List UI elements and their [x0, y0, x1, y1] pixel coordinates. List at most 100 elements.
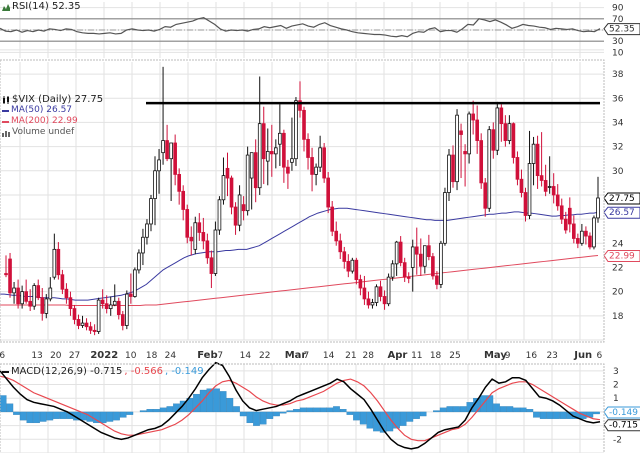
candle: [165, 140, 169, 160]
candle: [394, 241, 399, 265]
candle: [237, 194, 242, 226]
candle: [576, 238, 580, 244]
svg-text:22: 22: [259, 351, 270, 361]
candle: [527, 163, 532, 216]
svg-text:24: 24: [612, 239, 624, 249]
candle: [12, 287, 16, 294]
candle: [88, 326, 93, 331]
candle: [60, 274, 65, 290]
svg-text:2: 2: [613, 381, 619, 391]
svg-text:21: 21: [345, 351, 356, 361]
svg-text:11: 11: [411, 351, 422, 361]
candle: [350, 259, 355, 272]
candle: [551, 186, 556, 196]
candle: [418, 253, 423, 267]
rsi-icon: [2, 3, 10, 11]
candle: [447, 154, 451, 193]
candle: [269, 151, 274, 155]
svg-text:14: 14: [240, 351, 252, 361]
candle: [463, 151, 467, 155]
candle: [475, 119, 479, 141]
svg-text:36: 36: [612, 94, 624, 104]
candle: [507, 123, 512, 141]
candle: [294, 100, 298, 160]
candle: [479, 140, 484, 184]
candle: [157, 159, 161, 172]
candle: [435, 275, 439, 285]
svg-text:10: 10: [612, 48, 624, 58]
candle: [189, 236, 194, 242]
candle: [120, 314, 125, 326]
candle: [406, 276, 411, 279]
candle: [253, 152, 258, 189]
candle: [80, 322, 85, 326]
candle: [592, 217, 596, 248]
candle: [366, 298, 371, 306]
candle: [233, 206, 238, 226]
candle: [145, 223, 149, 238]
svg-text:27: 27: [69, 351, 80, 361]
candle: [261, 123, 266, 160]
candle: [547, 186, 552, 188]
candle: [354, 259, 359, 280]
volume-icon: [2, 130, 10, 137]
svg-text:13: 13: [31, 351, 42, 361]
candle: [596, 197, 600, 219]
svg-text:9: 9: [505, 351, 511, 361]
candle: [141, 236, 145, 254]
candle: [515, 157, 520, 180]
candle: [398, 241, 403, 264]
candle: [149, 198, 153, 225]
candle: [584, 230, 588, 237]
svg-text:1: 1: [613, 394, 619, 404]
candle: [221, 175, 226, 201]
volume-legend: Volume undef: [12, 127, 75, 137]
candle: [245, 154, 250, 212]
candle: [439, 242, 443, 285]
svg-text:7: 7: [217, 351, 223, 361]
svg-text:Apr: Apr: [387, 350, 407, 361]
candle: [402, 262, 407, 278]
candle: [32, 285, 37, 307]
svg-text:28: 28: [362, 351, 374, 361]
candle: [68, 297, 73, 309]
candle: [567, 207, 572, 225]
svg-text:22: 22: [612, 263, 623, 273]
svg-text:16: 16: [526, 351, 538, 361]
price-panel: 38 36 34 32 30 24 22 20 18 27.75 26.57 22.99: [0, 49, 640, 343]
candle: [423, 245, 427, 267]
candle: [278, 132, 282, 145]
candle: [559, 205, 564, 220]
candle: [177, 174, 181, 192]
candle: [572, 223, 576, 239]
svg-text:38: 38: [612, 70, 624, 80]
candle: [499, 107, 504, 125]
candle: [491, 129, 496, 151]
candle: [209, 257, 214, 274]
candle: [306, 138, 310, 158]
candle: [511, 123, 516, 158]
candle: [56, 248, 61, 276]
candle: [104, 303, 109, 309]
candle: [169, 142, 173, 160]
svg-text:3: 3: [613, 367, 619, 377]
candle: [64, 288, 69, 299]
candle: [108, 304, 113, 309]
svg-text:20: 20: [50, 351, 62, 361]
candle: [76, 319, 81, 326]
candle: [44, 298, 49, 314]
candle: [487, 129, 492, 209]
ma200-legend: MA(200) 22.99: [11, 116, 78, 126]
candle: [523, 192, 528, 216]
macd-legend-main: MACD(12,26,9) -0.715: [11, 366, 123, 377]
candle: [390, 263, 395, 278]
svg-text:-0.149: -0.149: [609, 408, 638, 418]
candle: [137, 252, 141, 271]
candle: [314, 166, 318, 175]
candle: [181, 190, 186, 210]
candle: [362, 287, 367, 300]
candle: [580, 230, 584, 244]
rsi-legend-text: RSI(14) 52.35: [12, 1, 81, 12]
candle: [378, 286, 383, 297]
